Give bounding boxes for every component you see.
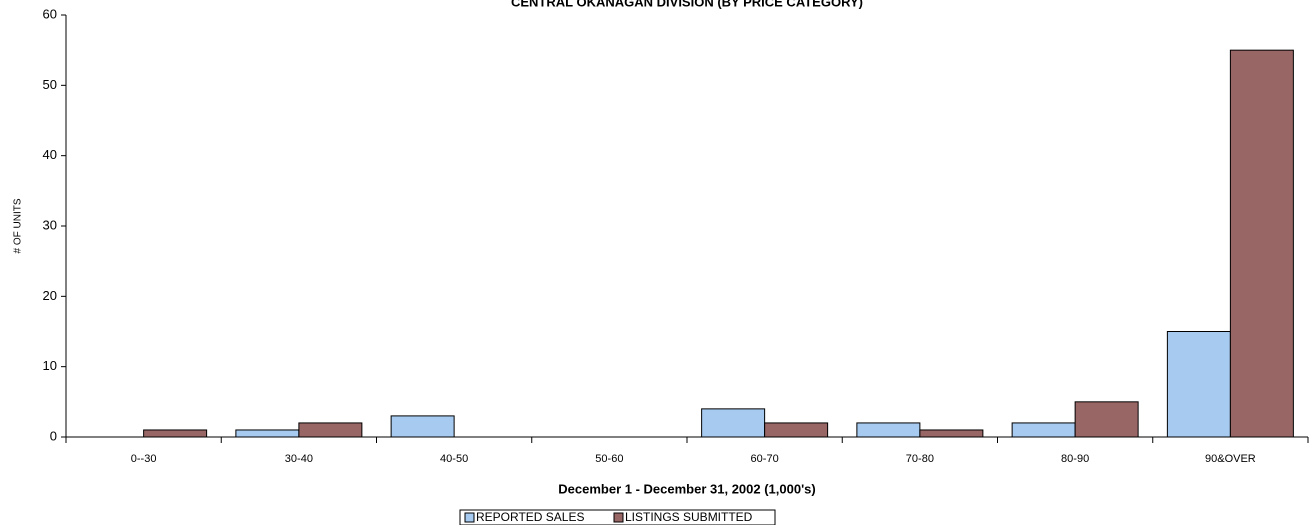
bar (919, 429, 984, 438)
x-axis-title: December 1 - December 31, 2002 (1,000's) (558, 481, 815, 496)
y-axis-title: # OF UNITS (13, 198, 24, 253)
bar (298, 422, 363, 438)
y-tick-label: 50 (43, 77, 57, 92)
x-tick-label: 60-70 (751, 453, 779, 465)
bar (1074, 401, 1139, 438)
bar (764, 422, 829, 438)
bar (235, 429, 300, 438)
y-tick-label: 10 (43, 358, 57, 373)
y-tick-label: 60 (43, 6, 57, 21)
legend-swatch (464, 512, 475, 523)
y-tick-label: 40 (43, 147, 57, 162)
y-tick-label: 20 (43, 288, 57, 303)
bar (1166, 331, 1231, 438)
bar (1229, 49, 1294, 438)
chart-title: CENTRAL OKANAGAN DIVISION (BY PRICE CATE… (511, 0, 863, 9)
legend-label: REPORTED SALES (476, 510, 584, 524)
x-tick-label: 30-40 (285, 453, 313, 465)
bar (701, 408, 766, 438)
x-tick-label: 80-90 (1061, 453, 1089, 465)
x-tick-label: 70-80 (906, 453, 934, 465)
bar (390, 415, 455, 438)
legend-swatch (613, 512, 624, 523)
x-tick-label: 40-50 (440, 453, 468, 465)
y-tick-label: 0 (50, 428, 57, 443)
x-tick-label: 90&OVER (1205, 453, 1256, 465)
bar (1011, 422, 1076, 438)
x-tick-label: 50-60 (595, 453, 623, 465)
x-tick-label: 0--30 (131, 453, 157, 465)
y-tick-label: 30 (43, 217, 57, 232)
bar (143, 429, 208, 438)
legend-label: LISTINGS SUBMITTED (625, 510, 753, 524)
bar (856, 422, 921, 438)
